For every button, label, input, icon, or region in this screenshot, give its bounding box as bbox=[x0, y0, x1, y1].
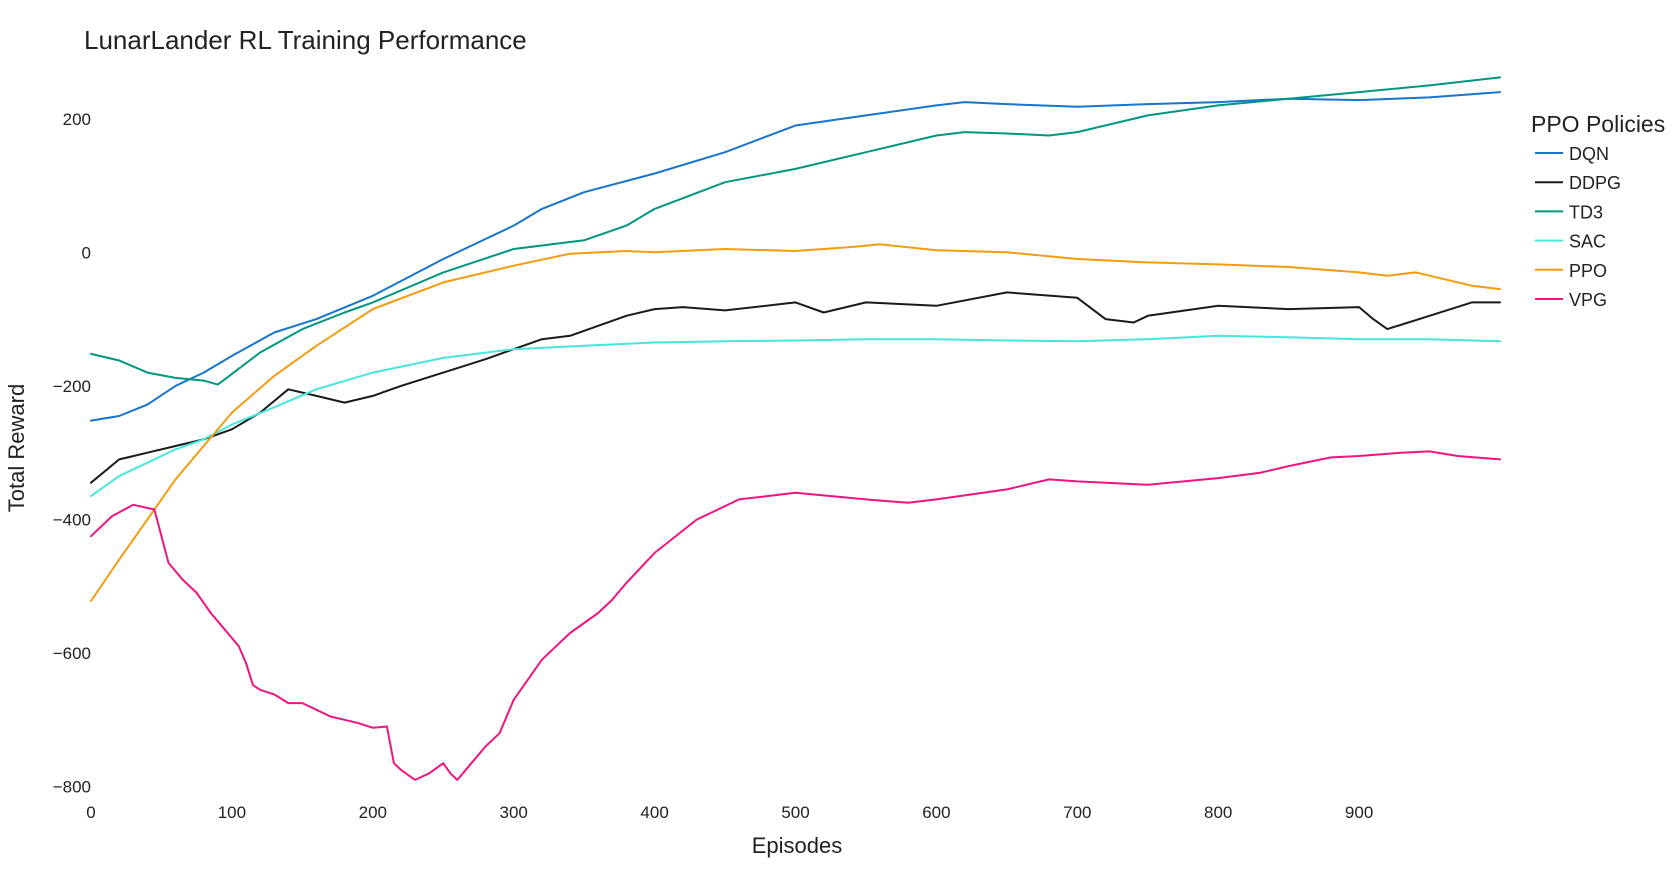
legend-title: PPO Policies bbox=[1531, 111, 1665, 137]
series-line-ddpg bbox=[90, 291, 1501, 484]
y-axis-ticks: 200 0 −200 −400 −600 −800 bbox=[53, 110, 91, 797]
y-tick-label: −200 bbox=[53, 377, 91, 396]
legend-item-td3: TD3 bbox=[1535, 202, 1603, 222]
legend-label: TD3 bbox=[1569, 202, 1603, 222]
legend-label: DDPG bbox=[1569, 173, 1621, 193]
x-tick-label: 200 bbox=[359, 803, 387, 822]
legend-item-vpg: VPG bbox=[1535, 290, 1607, 310]
series-line-td3 bbox=[90, 76, 1501, 386]
x-tick-label: 100 bbox=[218, 803, 246, 822]
series-line-ppo bbox=[90, 243, 1501, 602]
y-tick-label: −800 bbox=[53, 778, 91, 797]
legend-item-ppo: PPO bbox=[1535, 261, 1607, 281]
series-layer bbox=[90, 76, 1501, 781]
y-tick-label: 0 bbox=[82, 243, 91, 262]
x-tick-label: 0 bbox=[86, 803, 95, 822]
x-tick-label: 400 bbox=[640, 803, 668, 822]
series-line-vpg bbox=[90, 450, 1501, 781]
x-tick-label: 900 bbox=[1345, 803, 1373, 822]
legend-label: DQN bbox=[1569, 144, 1609, 164]
legend-item-ddpg: DDPG bbox=[1535, 173, 1621, 193]
legend-item-sac: SAC bbox=[1535, 232, 1606, 252]
series-line-sac bbox=[90, 334, 1501, 498]
legend-label: VPG bbox=[1569, 290, 1607, 310]
x-tick-label: 500 bbox=[781, 803, 809, 822]
x-axis-title: Episodes bbox=[752, 833, 843, 858]
legend-items: DQN DDPG TD3 SAC PPO VPG bbox=[1535, 144, 1621, 310]
x-tick-label: 800 bbox=[1204, 803, 1232, 822]
series-line-dqn bbox=[90, 91, 1501, 422]
y-tick-label: 200 bbox=[63, 110, 91, 129]
chart-title: LunarLander RL Training Performance bbox=[84, 25, 527, 55]
legend: PPO Policies DQN DDPG TD3 SAC PPO VPG bbox=[1531, 111, 1665, 310]
y-tick-label: −400 bbox=[53, 510, 91, 529]
x-axis-ticks: 0 100 200 300 400 500 600 700 800 900 bbox=[86, 803, 1373, 822]
y-axis-title: Total Reward bbox=[4, 384, 29, 512]
y-tick-label: −600 bbox=[53, 644, 91, 663]
x-tick-label: 600 bbox=[922, 803, 950, 822]
x-tick-label: 300 bbox=[500, 803, 528, 822]
legend-item-dqn: DQN bbox=[1535, 144, 1609, 164]
legend-label: PPO bbox=[1569, 261, 1607, 281]
x-tick-label: 700 bbox=[1063, 803, 1091, 822]
legend-label: SAC bbox=[1569, 232, 1606, 252]
